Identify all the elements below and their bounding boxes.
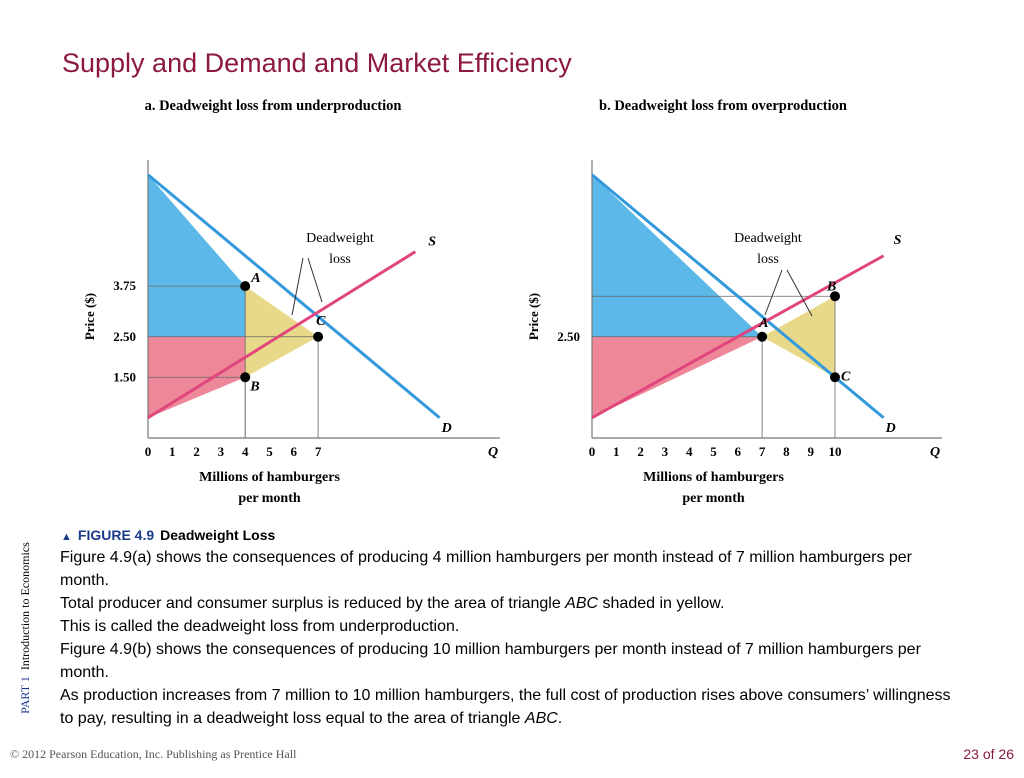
y-axis-label: Price ($) xyxy=(526,293,541,340)
x-axis-end-label: Q xyxy=(930,445,940,460)
x-axis-label: Millions of hamburgers xyxy=(199,470,340,485)
x-tick-label: 4 xyxy=(686,444,693,459)
slide-title: Supply and Demand and Market Efficiency xyxy=(62,48,572,78)
producer-surplus-area xyxy=(592,336,763,418)
caption-paragraph: Total producer and consumer surplus is r… xyxy=(60,595,725,612)
x-tick-label: 3 xyxy=(218,444,225,459)
y-tick-label: 3.75 xyxy=(113,278,136,293)
x-tick-label: 2 xyxy=(637,444,644,459)
x-tick-label: 7 xyxy=(315,444,322,459)
series-label-s: S xyxy=(428,235,436,250)
series-label-s: S xyxy=(894,233,902,248)
point-a xyxy=(240,281,251,292)
caption-paragraph: This is called the deadweight loss from … xyxy=(60,618,460,635)
copyright-footer: © 2012 Pearson Education, Inc. Publishin… xyxy=(10,747,297,761)
x-tick-label: 7 xyxy=(759,444,766,459)
point-label-a: A xyxy=(250,271,260,286)
page-number: 23 of 26 xyxy=(963,746,1014,762)
supply-line xyxy=(591,254,885,420)
x-tick-label: 1 xyxy=(613,444,620,459)
point-label-a: A xyxy=(758,316,768,331)
annotation-pointer xyxy=(291,257,304,316)
point-label-b: B xyxy=(826,279,836,294)
y-axis-label: Price ($) xyxy=(82,293,97,340)
point-a xyxy=(757,331,768,342)
point-label-c: C xyxy=(316,314,326,329)
side-part: PART 1 xyxy=(18,676,32,714)
x-tick-label: 1 xyxy=(169,444,176,459)
point-b xyxy=(240,372,251,383)
x-tick-label: 2 xyxy=(193,444,200,459)
x-tick-label: 0 xyxy=(145,444,152,459)
x-tick-label: 10 xyxy=(829,444,842,459)
caption-body: Figure 4.9(a) shows the consequences of … xyxy=(60,546,960,730)
caption-paragraph: As production increases from 7 million t… xyxy=(60,687,951,727)
figure-number: FIGURE 4.9 xyxy=(77,527,155,543)
x-axis-end-label: Q xyxy=(488,445,498,460)
demand-line xyxy=(147,173,441,419)
figure-charts: a. Deadweight loss from underproduction D… xyxy=(82,98,942,506)
side-label: PART 1 Introduction to Economics xyxy=(18,478,34,778)
point-label-b: B xyxy=(249,379,259,394)
x-tick-label: 9 xyxy=(807,444,814,459)
caption-paragraph: Figure 4.9(b) shows the consequences of … xyxy=(60,641,921,681)
x-axis-label: per month xyxy=(682,491,745,506)
consumer-surplus-area xyxy=(592,174,763,337)
triangle-up-icon: ▲ xyxy=(61,531,72,543)
figure-caption: ▲ FIGURE 4.9 Deadweight Loss Figure 4.9(a)… xyxy=(60,527,960,730)
deadweight-loss-area xyxy=(245,286,319,378)
x-axis-label: per month xyxy=(238,491,301,506)
chart-title: a. Deadweight loss from underproduction xyxy=(145,98,402,114)
italic-term: ABC xyxy=(565,595,599,612)
annotation-pointer xyxy=(786,269,813,317)
figure-title: Deadweight Loss xyxy=(160,527,276,543)
x-tick-label: 8 xyxy=(783,444,790,459)
figure-heading: ▲ FIGURE 4.9 Deadweight Loss xyxy=(61,527,960,543)
point-label-c: C xyxy=(841,369,851,384)
supply-line xyxy=(147,250,417,420)
annotation-text: Deadweight xyxy=(306,231,374,246)
consumer-surplus-area xyxy=(148,174,246,337)
series-label-d: D xyxy=(441,421,452,436)
deadweight-loss-area xyxy=(762,296,835,378)
point-c xyxy=(313,331,324,342)
x-tick-label: 6 xyxy=(291,444,298,459)
point-c xyxy=(830,372,840,383)
annotation-text: loss xyxy=(329,252,351,267)
y-tick-label: 1.50 xyxy=(113,369,136,384)
chart-panel-a: a. Deadweight loss from underproduction D… xyxy=(82,98,500,506)
chart-panel-b: b. Deadweight loss from overproduction D S… xyxy=(526,98,942,506)
annotation-text: Deadweight xyxy=(734,231,802,246)
point-b xyxy=(830,291,840,302)
y-tick-label: 2.50 xyxy=(557,329,580,344)
annotation-pointer xyxy=(764,269,783,316)
annotation-text: loss xyxy=(757,252,779,267)
x-tick-label: 6 xyxy=(735,444,742,459)
chart-title: b. Deadweight loss from overproduction xyxy=(599,98,847,114)
side-text: Introduction to Economics xyxy=(18,542,32,671)
x-tick-label: 5 xyxy=(710,444,717,459)
x-tick-label: 0 xyxy=(589,444,596,459)
italic-term: ABC xyxy=(524,710,558,727)
x-tick-label: 3 xyxy=(662,444,669,459)
x-tick-label: 4 xyxy=(242,444,249,459)
x-axis-label: Millions of hamburgers xyxy=(643,470,784,485)
annotation-pointer xyxy=(307,257,323,303)
caption-paragraph: Figure 4.9(a) shows the consequences of … xyxy=(60,549,913,589)
x-tick-label: 5 xyxy=(266,444,273,459)
y-tick-label: 2.50 xyxy=(113,329,136,344)
series-label-d: D xyxy=(885,421,896,436)
